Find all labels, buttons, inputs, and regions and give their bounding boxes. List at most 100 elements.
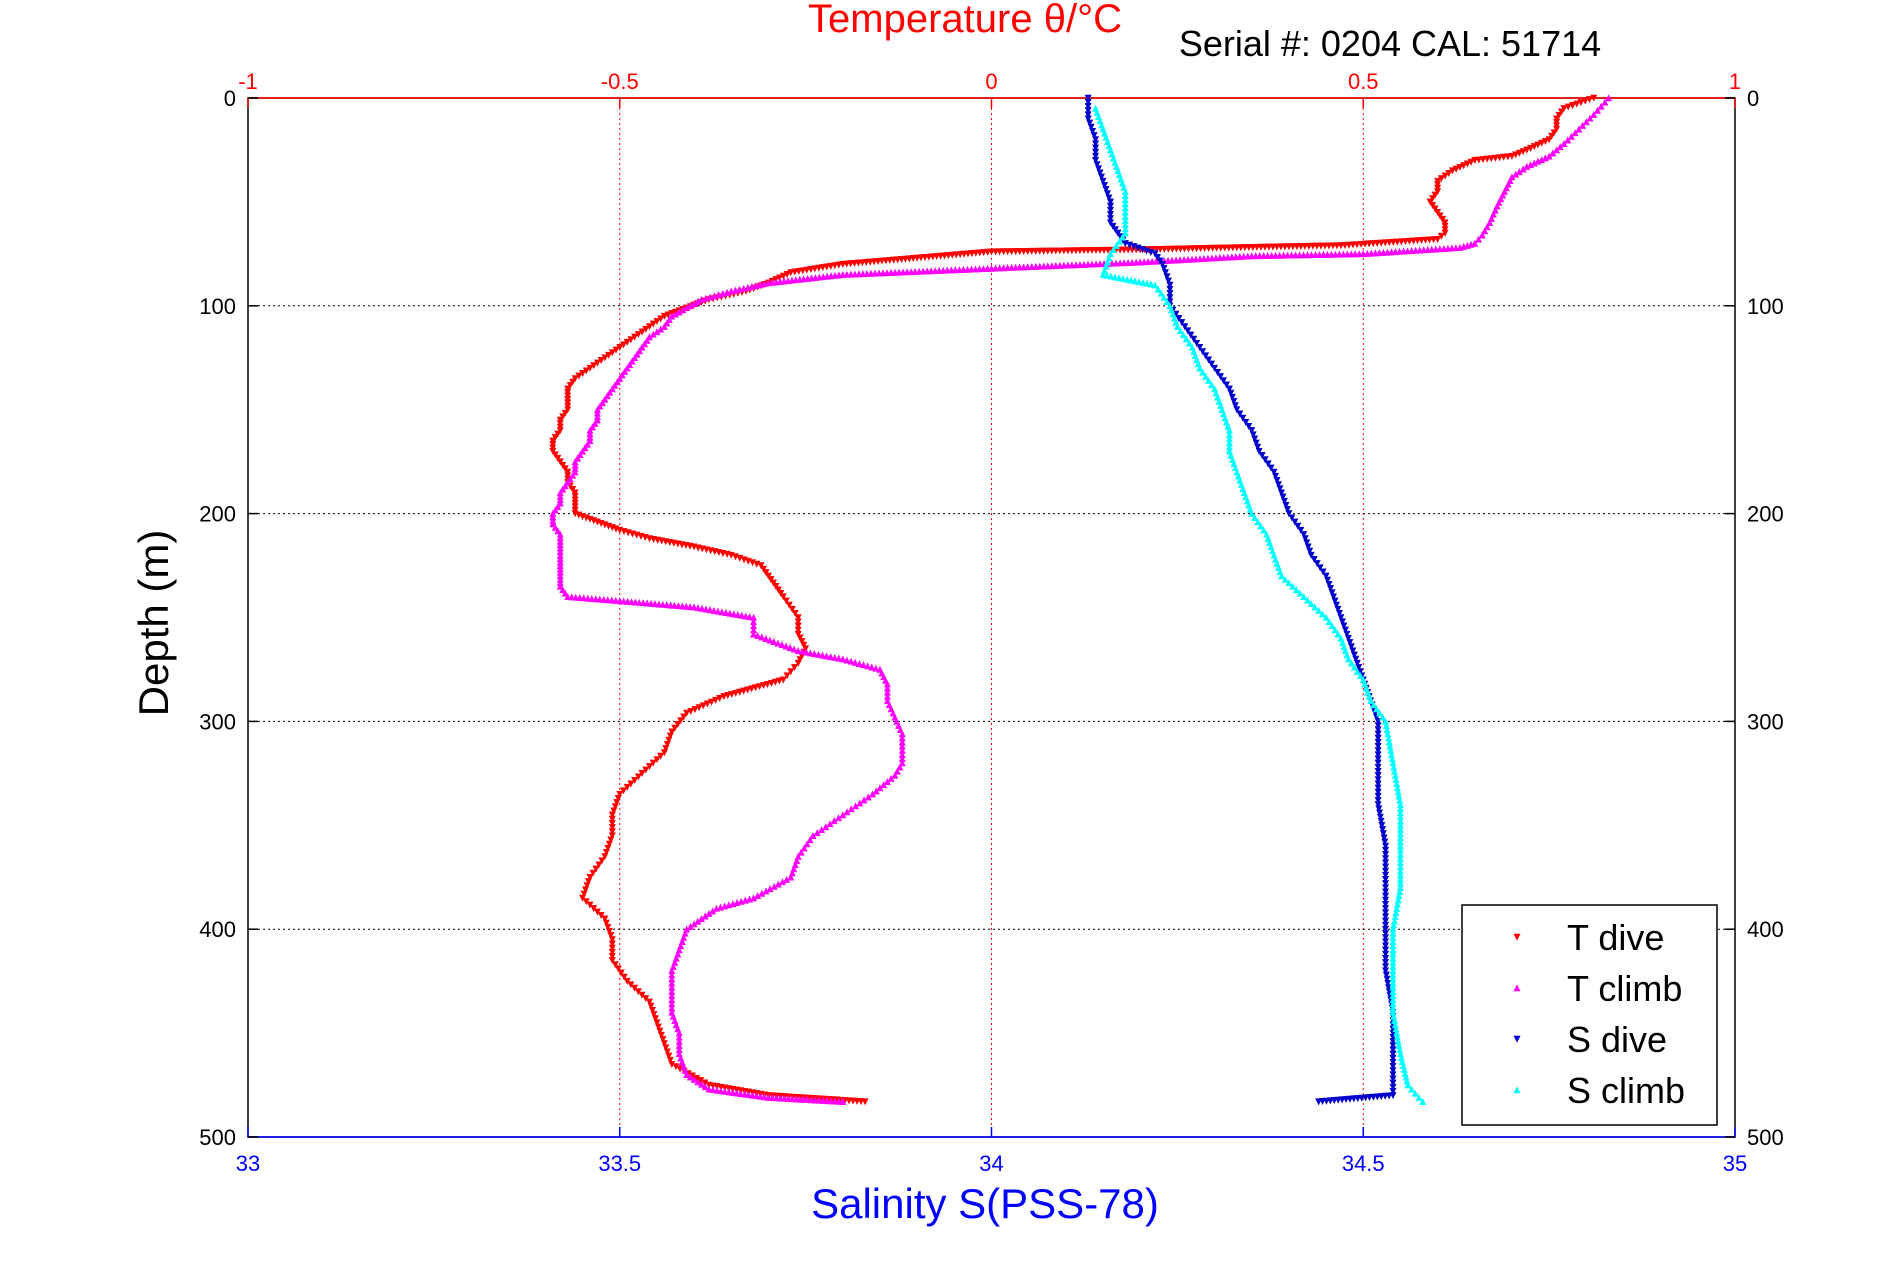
- data-point: [1328, 622, 1336, 630]
- data-point: [721, 902, 729, 910]
- data-point: [788, 276, 796, 284]
- data-point: [653, 328, 661, 336]
- data-point: [561, 482, 569, 490]
- data-point: [869, 790, 877, 798]
- data-point: [1478, 231, 1486, 239]
- data-point: [1124, 258, 1132, 266]
- data-point: [709, 907, 717, 915]
- data-point: [595, 861, 603, 869]
- data-point: [1311, 603, 1319, 611]
- data-point: [608, 811, 616, 819]
- legend-marker: [1513, 984, 1521, 992]
- data-point: [1452, 244, 1460, 252]
- data-point: [835, 814, 843, 822]
- data-point: [770, 882, 778, 890]
- data-point: [883, 777, 891, 785]
- data-point: [951, 266, 959, 274]
- data-point: [1389, 1058, 1397, 1066]
- data-point: [1439, 215, 1447, 223]
- data-point: [804, 274, 812, 282]
- data-point: [1088, 260, 1096, 268]
- data-point: [1376, 809, 1384, 817]
- data-point: [1567, 132, 1575, 140]
- data-point: [1140, 258, 1148, 266]
- data-point: [813, 829, 821, 837]
- data-point: [923, 267, 931, 275]
- data-point: [559, 461, 567, 469]
- left-tick-label: 300: [199, 709, 236, 734]
- data-point: [1350, 663, 1358, 671]
- data-point: [559, 413, 567, 421]
- data-point: [601, 395, 609, 403]
- data-point: [556, 423, 564, 431]
- data-point: [1353, 667, 1361, 675]
- data-point: [1127, 276, 1135, 284]
- data-point: [1319, 568, 1327, 576]
- data-point: [608, 596, 616, 604]
- data-point: [1161, 269, 1169, 277]
- data-point: [588, 594, 596, 602]
- data-point: [556, 420, 564, 428]
- data-point: [1441, 219, 1449, 227]
- data-point: [1315, 1098, 1323, 1106]
- data-point: [619, 787, 627, 795]
- data-point: [1322, 613, 1330, 621]
- data-point: [662, 745, 670, 753]
- data-point: [1337, 614, 1345, 622]
- data-point: [1131, 277, 1139, 285]
- data-point: [899, 268, 907, 276]
- data-point: [1389, 1067, 1397, 1075]
- data-point: [1441, 222, 1449, 230]
- data-point: [1481, 227, 1489, 235]
- data-point: [1387, 248, 1395, 256]
- data-point: [1523, 162, 1531, 170]
- data-point: [579, 447, 587, 455]
- data-point: [1389, 1042, 1397, 1050]
- data-point: [569, 471, 577, 479]
- data-series: [549, 94, 1613, 1106]
- data-point: [939, 266, 947, 274]
- data-point: [1347, 659, 1355, 667]
- data-point: [1519, 165, 1527, 173]
- data-point: [996, 264, 1004, 272]
- data-point: [675, 308, 683, 316]
- data-point: [566, 382, 574, 390]
- data-point: [1382, 963, 1390, 971]
- data-point: [1335, 610, 1343, 618]
- data-point: [750, 894, 758, 902]
- data-point: [772, 278, 780, 286]
- data-point: [1597, 102, 1605, 110]
- data-point: [729, 900, 737, 908]
- data-point: [823, 272, 831, 280]
- data-point: [778, 641, 786, 649]
- data-point: [791, 610, 799, 618]
- data-point: [1424, 246, 1432, 253]
- data-point: [607, 836, 615, 844]
- data-point: [1408, 247, 1416, 255]
- data-point: [1389, 1071, 1397, 1079]
- data-point: [698, 295, 706, 303]
- data-point: [706, 293, 714, 301]
- data-point: [1173, 322, 1181, 330]
- data-point: [1374, 722, 1382, 730]
- data-point: [1382, 863, 1390, 871]
- data-point: [1249, 431, 1257, 439]
- data-point: [1242, 418, 1250, 426]
- data-point: [1098, 173, 1106, 181]
- left-tick-label: 400: [199, 917, 236, 942]
- data-point: [788, 605, 796, 613]
- data-point: [1318, 610, 1326, 618]
- data-point: [1166, 281, 1174, 289]
- data-point: [772, 583, 780, 591]
- data-point: [1116, 259, 1124, 267]
- data-point: [628, 357, 636, 365]
- data-point: [764, 279, 772, 287]
- data-point: [679, 306, 687, 314]
- axes: -1 -0.5 0 0.5 1 33 33.5 34 34.5 35 0 0 100 100 200 200 3…: [199, 69, 1783, 1176]
- data-point: [660, 1040, 668, 1048]
- legend-label: T climb: [1567, 968, 1682, 1009]
- data-point: [1463, 241, 1471, 249]
- data-point: [826, 820, 834, 828]
- data-point: [581, 444, 589, 452]
